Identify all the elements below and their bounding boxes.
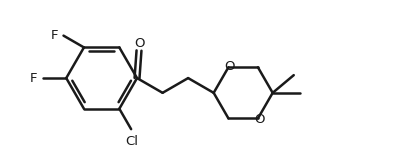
Text: F: F bbox=[30, 72, 38, 85]
Text: O: O bbox=[134, 37, 144, 50]
Text: O: O bbox=[224, 60, 235, 73]
Text: O: O bbox=[255, 113, 265, 126]
Text: Cl: Cl bbox=[126, 135, 139, 148]
Text: F: F bbox=[51, 29, 59, 42]
